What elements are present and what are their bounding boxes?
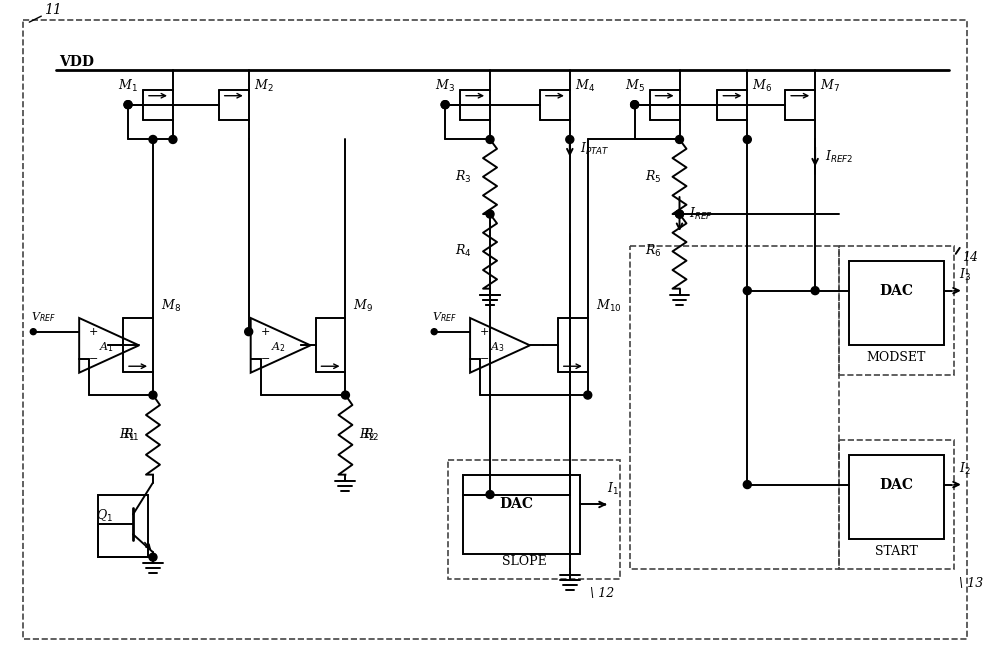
Bar <box>839 246 954 375</box>
Text: M$_6$: M$_6$ <box>752 78 772 94</box>
Text: −: − <box>261 354 270 364</box>
Bar <box>839 440 954 569</box>
Text: R$_2$: R$_2$ <box>359 427 376 443</box>
Text: −: − <box>89 354 99 364</box>
Text: M$_4$: M$_4$ <box>575 78 595 94</box>
Text: M$_2$: M$_2$ <box>254 78 273 94</box>
Text: M$_5$: M$_5$ <box>625 78 645 94</box>
Text: M$_{10}$: M$_{10}$ <box>596 298 621 314</box>
Text: A$_2$: A$_2$ <box>271 340 286 354</box>
Circle shape <box>341 391 349 399</box>
Circle shape <box>486 135 494 143</box>
Bar <box>448 459 620 579</box>
Text: VDD: VDD <box>59 55 94 69</box>
Bar <box>849 261 944 345</box>
Text: R$_4$: R$_4$ <box>455 243 472 259</box>
Text: M$_9$: M$_9$ <box>353 298 373 314</box>
Circle shape <box>676 210 683 218</box>
Circle shape <box>124 101 132 109</box>
Text: M$_7$: M$_7$ <box>820 78 840 94</box>
Text: I$_{REF}$: I$_{REF}$ <box>689 206 713 222</box>
Text: MODSET: MODSET <box>867 351 926 364</box>
Text: 14: 14 <box>962 251 978 265</box>
Circle shape <box>441 101 449 109</box>
Text: I$_1$: I$_1$ <box>607 481 619 497</box>
Circle shape <box>441 101 449 109</box>
Text: R$_5$: R$_5$ <box>645 168 662 185</box>
Text: I$_{PTAT}$: I$_{PTAT}$ <box>580 141 610 158</box>
Text: R$_2$: R$_2$ <box>363 427 380 443</box>
Text: I$_3$: I$_3$ <box>959 267 971 282</box>
Text: I$_{REF2}$: I$_{REF2}$ <box>825 149 854 166</box>
Text: +: + <box>261 327 270 337</box>
Text: I$_2$: I$_2$ <box>959 461 971 477</box>
Circle shape <box>631 101 639 109</box>
Text: START: START <box>875 545 918 558</box>
Text: DAC: DAC <box>879 284 913 298</box>
Text: −: − <box>480 354 489 364</box>
Circle shape <box>486 210 494 218</box>
Circle shape <box>743 135 751 143</box>
Text: \ 12: \ 12 <box>590 587 615 600</box>
Text: +: + <box>89 327 99 337</box>
Text: DAC: DAC <box>879 477 913 491</box>
Text: 11: 11 <box>44 3 62 17</box>
Circle shape <box>169 135 177 143</box>
Circle shape <box>566 135 574 143</box>
Circle shape <box>486 491 494 499</box>
Circle shape <box>676 135 683 143</box>
Text: R$_6$: R$_6$ <box>645 243 662 259</box>
Circle shape <box>149 553 157 561</box>
Text: R$_3$: R$_3$ <box>455 168 472 185</box>
Text: +: + <box>480 327 489 337</box>
Circle shape <box>631 101 639 109</box>
Text: Q$_1$: Q$_1$ <box>96 509 113 524</box>
Text: \ 13: \ 13 <box>959 577 983 590</box>
Text: SLOPE: SLOPE <box>502 555 546 568</box>
Circle shape <box>149 391 157 399</box>
Text: M$_3$: M$_3$ <box>435 78 455 94</box>
Bar <box>849 455 944 539</box>
Circle shape <box>149 135 157 143</box>
Text: R$_1$: R$_1$ <box>119 427 135 443</box>
Text: M$_8$: M$_8$ <box>161 298 181 314</box>
Circle shape <box>743 481 751 489</box>
Text: R$_1$: R$_1$ <box>123 427 139 443</box>
Text: V$_{REF}$: V$_{REF}$ <box>432 310 457 324</box>
Bar <box>630 246 839 569</box>
Circle shape <box>676 210 683 218</box>
Text: A$_3$: A$_3$ <box>490 340 506 354</box>
Circle shape <box>584 391 592 399</box>
Circle shape <box>743 286 751 294</box>
Bar <box>463 475 580 554</box>
Circle shape <box>431 329 437 335</box>
Text: V$_{REF}$: V$_{REF}$ <box>31 310 56 324</box>
Text: M$_1$: M$_1$ <box>118 78 138 94</box>
Circle shape <box>811 286 819 294</box>
Circle shape <box>30 329 36 335</box>
Bar <box>98 495 148 557</box>
Circle shape <box>245 328 253 335</box>
Text: DAC: DAC <box>499 497 533 511</box>
Circle shape <box>124 101 132 109</box>
Text: A$_1$: A$_1$ <box>99 340 115 354</box>
